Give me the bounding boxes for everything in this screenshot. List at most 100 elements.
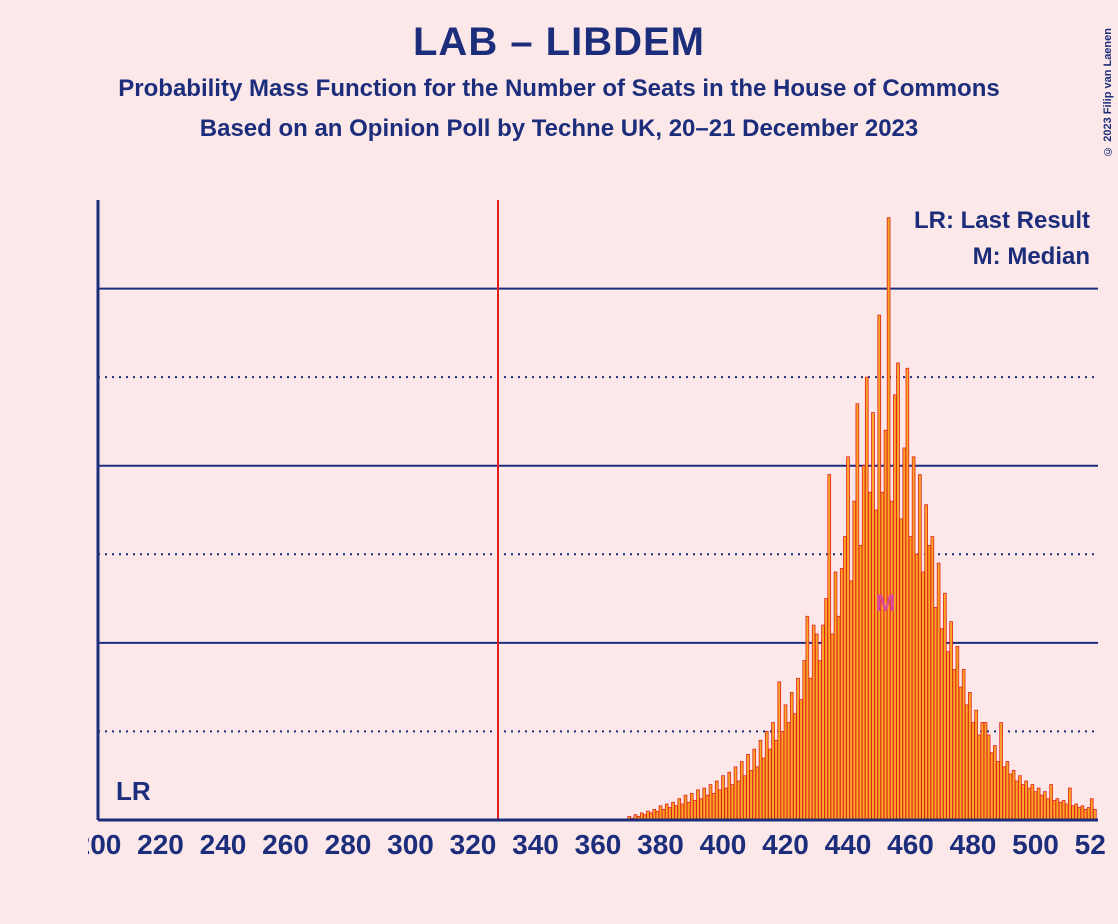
histogram-bar xyxy=(668,808,671,820)
histogram-bar xyxy=(962,669,965,820)
histogram-bar xyxy=(681,804,684,820)
x-tick-label: 500 xyxy=(1012,829,1059,860)
histogram-bar xyxy=(1043,792,1046,820)
x-tick-label: 380 xyxy=(637,829,684,860)
histogram-bar xyxy=(878,315,881,820)
histogram-bar xyxy=(1059,802,1062,820)
histogram-bar xyxy=(875,510,878,820)
histogram-bar xyxy=(1015,781,1018,820)
histogram-bar xyxy=(1050,785,1053,820)
x-tick-label: 260 xyxy=(262,829,309,860)
chart-svg: 1%2%3%2002202402602803003203403603804004… xyxy=(88,200,1106,900)
histogram-bar xyxy=(997,762,1000,820)
histogram-bar xyxy=(865,377,868,820)
chart-subtitle-2: Based on an Opinion Poll by Techne UK, 2… xyxy=(0,115,1118,143)
histogram-bar xyxy=(1022,785,1025,820)
histogram-bar xyxy=(678,799,681,820)
histogram-bar xyxy=(984,723,987,820)
histogram-bar xyxy=(931,537,934,820)
chart-subtitle-1: Probability Mass Function for the Number… xyxy=(0,75,1118,103)
last-result-label: LR xyxy=(116,776,151,806)
histogram-bar xyxy=(862,466,865,820)
legend-last-result: LR: Last Result xyxy=(914,207,1090,234)
histogram-bar xyxy=(1018,776,1021,820)
histogram-bar xyxy=(1000,723,1003,820)
histogram-bar xyxy=(1031,785,1034,820)
histogram-bar xyxy=(822,625,825,820)
x-tick-label: 440 xyxy=(825,829,872,860)
x-tick-label: 480 xyxy=(950,829,997,860)
histogram-bar xyxy=(850,581,853,820)
histogram-bar xyxy=(965,705,968,820)
histogram-bar xyxy=(750,770,753,820)
histogram-bar xyxy=(715,781,718,820)
histogram-bar xyxy=(831,634,834,820)
histogram-bar xyxy=(1065,804,1068,820)
histogram-bar xyxy=(840,568,843,820)
x-tick-label: 300 xyxy=(387,829,434,860)
histogram-bar xyxy=(981,723,984,820)
histogram-bar xyxy=(959,687,962,820)
histogram-bar xyxy=(978,735,981,820)
histogram-bar xyxy=(718,790,721,820)
histogram-bar xyxy=(1047,799,1050,820)
histogram-bar xyxy=(1053,801,1056,820)
histogram-bar xyxy=(868,492,871,820)
histogram-bar xyxy=(918,475,921,820)
x-tick-label: 220 xyxy=(137,829,184,860)
x-tick-label: 340 xyxy=(512,829,559,860)
histogram-bar xyxy=(881,492,884,820)
histogram-bar xyxy=(872,413,875,820)
histogram-bar xyxy=(737,781,740,820)
histogram-bar xyxy=(1034,792,1037,820)
histogram-bar xyxy=(662,809,665,820)
histogram-bar xyxy=(884,430,887,820)
histogram-bar xyxy=(897,363,900,820)
histogram-bar xyxy=(1025,781,1028,820)
histogram-bar xyxy=(912,457,915,820)
histogram-bar xyxy=(768,749,771,820)
histogram-bar xyxy=(740,762,743,820)
histogram-bar xyxy=(687,802,690,820)
histogram-bar xyxy=(665,804,668,820)
histogram-bar xyxy=(693,801,696,820)
histogram-bar xyxy=(925,505,928,820)
histogram-bar xyxy=(943,593,946,820)
histogram-bar xyxy=(1087,808,1090,820)
histogram-bar xyxy=(812,625,815,820)
x-tick-label: 420 xyxy=(762,829,809,860)
x-tick-label: 360 xyxy=(575,829,622,860)
histogram-bar xyxy=(1028,788,1031,820)
histogram-bar xyxy=(803,661,806,820)
histogram-bar xyxy=(906,368,909,820)
histogram-bar xyxy=(790,692,793,820)
histogram-bar xyxy=(837,616,840,820)
histogram-bar xyxy=(928,545,931,820)
histogram-bar xyxy=(937,563,940,820)
histogram-bar xyxy=(934,607,937,820)
histogram-bar xyxy=(968,692,971,820)
x-tick-label: 320 xyxy=(450,829,497,860)
histogram-bar xyxy=(834,572,837,820)
histogram-bar xyxy=(709,785,712,820)
histogram-bar xyxy=(950,622,953,820)
histogram-bar xyxy=(706,795,709,820)
histogram-bar xyxy=(1040,795,1043,820)
histogram-bar xyxy=(956,646,959,820)
histogram-bar xyxy=(887,218,890,820)
histogram-bar xyxy=(672,802,675,820)
histogram-bar xyxy=(915,554,918,820)
chart-area: 1%2%3%2002202402602803003203403603804004… xyxy=(88,200,1106,860)
histogram-bar xyxy=(784,705,787,820)
histogram-bar xyxy=(759,740,762,820)
histogram-bar xyxy=(953,669,956,820)
histogram-bar xyxy=(772,723,775,820)
histogram-bar xyxy=(972,723,975,820)
histogram-bar xyxy=(1003,767,1006,820)
histogram-bar xyxy=(818,661,821,820)
histogram-bar xyxy=(856,404,859,820)
histogram-bar xyxy=(778,682,781,820)
histogram-bar xyxy=(775,740,778,820)
copyright-text: © 2023 Filip van Laenen xyxy=(1102,28,1114,157)
histogram-bar xyxy=(700,799,703,820)
